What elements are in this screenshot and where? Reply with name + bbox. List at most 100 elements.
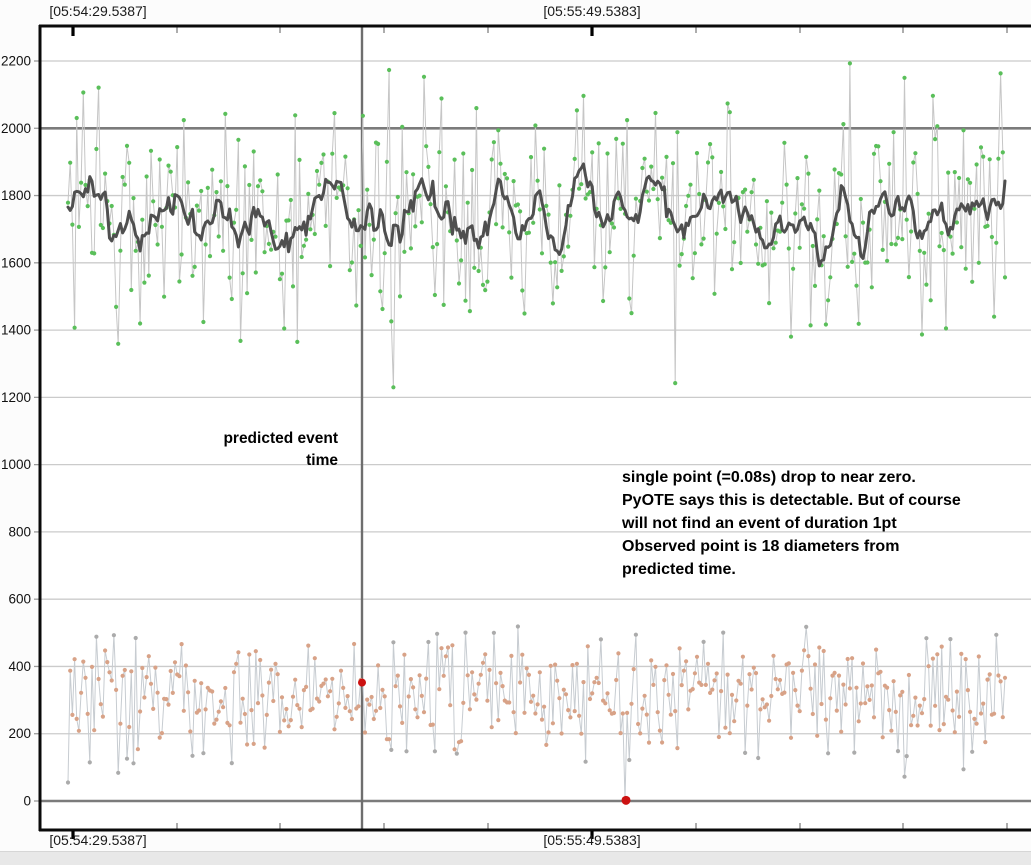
lower-light-curve-point xyxy=(452,747,457,752)
lower-light-curve-point xyxy=(245,742,250,747)
y-tick-label-1400: 1400 xyxy=(1,323,31,338)
lower-light-curve-point xyxy=(282,718,287,723)
upper-light-curve-point xyxy=(531,220,536,225)
upper-light-curve-point xyxy=(544,203,549,208)
upper-light-curve-point xyxy=(205,185,210,190)
upper-light-curve-point xyxy=(194,203,199,208)
lower-light-curve-point xyxy=(439,646,444,651)
lower-light-curve-point xyxy=(107,670,112,675)
lower-light-curve-point xyxy=(694,654,700,659)
upper-light-curve-point xyxy=(140,217,145,222)
upper-light-curve-point xyxy=(192,264,197,269)
upper-light-curve-point xyxy=(808,323,813,328)
upper-light-curve-point xyxy=(749,190,754,195)
lower-light-curve-point xyxy=(229,761,234,766)
lower-light-curve-point xyxy=(513,731,518,736)
lower-light-curve-point xyxy=(341,685,346,691)
upper-light-curve-point xyxy=(456,281,462,286)
lower-light-curve-point xyxy=(223,685,228,691)
upper-light-curve-point xyxy=(919,332,925,337)
lower-light-curve-point xyxy=(817,645,822,650)
upper-light-curve-point xyxy=(679,252,684,257)
lower-light-curve-point xyxy=(767,718,772,723)
lower-light-curve-point xyxy=(406,694,411,699)
lower-light-curve-point xyxy=(297,706,302,711)
lower-light-curve-point xyxy=(186,690,191,695)
upper-light-curve-point xyxy=(566,244,571,249)
upper-light-curve-point xyxy=(142,280,147,285)
lower-light-curve-point xyxy=(913,695,918,700)
upper-light-curve-point xyxy=(166,163,171,168)
upper-light-curve-point xyxy=(247,182,252,188)
upper-light-curve-point xyxy=(196,208,202,213)
upper-light-curve-point xyxy=(909,229,914,234)
upper-light-curve-point xyxy=(94,146,99,152)
lower-light-curve-point xyxy=(347,709,352,714)
upper-light-curve-point xyxy=(906,275,912,280)
lower-light-curve-point xyxy=(216,709,221,714)
upper-light-curve-point xyxy=(299,254,304,260)
lower-light-curve-point xyxy=(269,667,274,672)
lower-light-curve-point xyxy=(727,731,732,736)
upper-light-curve-point xyxy=(895,235,901,240)
lower-light-curve-point xyxy=(470,670,475,675)
lower-light-curve-point xyxy=(120,673,125,678)
lower-light-curve-point xyxy=(463,630,468,635)
upper-light-curve-point xyxy=(751,177,756,182)
upper-light-curve-point xyxy=(68,160,73,165)
lower-light-curve-point xyxy=(992,711,997,716)
upper-light-curve-point xyxy=(362,255,368,260)
upper-light-curve-point xyxy=(92,251,97,256)
upper-light-curve-point xyxy=(203,242,208,247)
upper-light-curve-point xyxy=(802,206,807,211)
upper-light-curve-point xyxy=(413,224,418,229)
lower-light-curve-point xyxy=(266,680,271,685)
lower-light-curve-point xyxy=(72,657,77,662)
upper-light-curve-point xyxy=(561,254,566,259)
lower-light-curve-point xyxy=(640,706,645,711)
lower-light-curve-point xyxy=(301,688,306,693)
lower-light-curve-point xyxy=(729,692,735,698)
upper-light-curve-point xyxy=(841,122,846,127)
lower-light-curve-point xyxy=(764,702,770,707)
lower-light-curve-point xyxy=(528,699,534,704)
lower-light-curve-point xyxy=(539,717,545,722)
lower-light-curve-point xyxy=(142,695,147,700)
lower-light-curve-point xyxy=(719,689,724,694)
upper-light-curve-point xyxy=(345,186,350,191)
lower-light-curve-point xyxy=(131,761,136,766)
lower-light-curve-point xyxy=(68,668,73,673)
upper-light-curve-point xyxy=(660,175,665,180)
lower-light-curve-point xyxy=(288,718,293,723)
upper-light-curve-point xyxy=(511,179,516,184)
upper-light-curve-point xyxy=(533,123,538,128)
upper-light-curve-point xyxy=(371,237,376,242)
upper-light-curve-point xyxy=(485,279,490,284)
lower-light-curve-point xyxy=(92,728,97,733)
upper-light-curve-point xyxy=(860,220,866,225)
lower-light-curve-point xyxy=(277,729,282,735)
lower-light-curve-point xyxy=(856,719,861,724)
upper-light-curve-point xyxy=(421,74,427,79)
upper-light-curve-point xyxy=(347,268,352,273)
upper-light-curve-point xyxy=(738,260,743,266)
lower-light-curve-point xyxy=(336,701,341,706)
lower-light-curve-point xyxy=(954,689,960,694)
lower-light-curve-point xyxy=(660,740,665,745)
lower-light-curve-point xyxy=(426,639,431,645)
upper-light-curve-point xyxy=(555,285,560,290)
upper-light-curve-point xyxy=(987,157,992,162)
lower-light-curve-point xyxy=(917,703,922,708)
lower-light-curve-point xyxy=(839,729,844,734)
upper-light-curve-point xyxy=(985,223,990,228)
lower-light-curve-point xyxy=(957,714,962,719)
lower-light-curve-point xyxy=(98,702,103,707)
upper-light-curve-point xyxy=(343,154,348,159)
upper-light-curve-point xyxy=(496,128,501,133)
lower-light-curve-point xyxy=(692,671,698,676)
lower-light-curve-point xyxy=(933,703,938,708)
lower-light-curve-point xyxy=(939,644,944,649)
lower-light-curve-points xyxy=(65,624,1008,785)
lower-light-curve-point xyxy=(542,704,547,709)
